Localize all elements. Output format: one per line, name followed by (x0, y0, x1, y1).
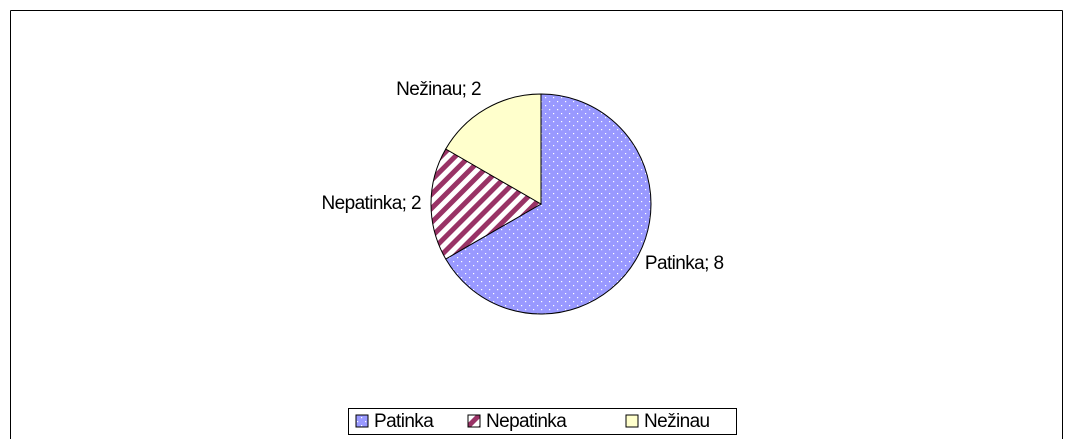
legend-label: Nepatinka (486, 411, 567, 432)
data-label: Patinka; 8 (645, 253, 724, 274)
pie-slice (445, 93, 542, 205)
data-label: Nepatinka; 2 (322, 193, 422, 214)
legend-label: Nežinau (644, 411, 710, 432)
pie-slice (445, 93, 652, 315)
legend-box (348, 408, 737, 435)
legend-swatch (625, 414, 639, 428)
pie-slice (430, 148, 543, 260)
data-label: Nežinau; 2 (396, 79, 481, 100)
legend-swatch (467, 414, 481, 428)
legend-label: Patinka (374, 411, 434, 432)
legend-swatch (355, 414, 369, 428)
